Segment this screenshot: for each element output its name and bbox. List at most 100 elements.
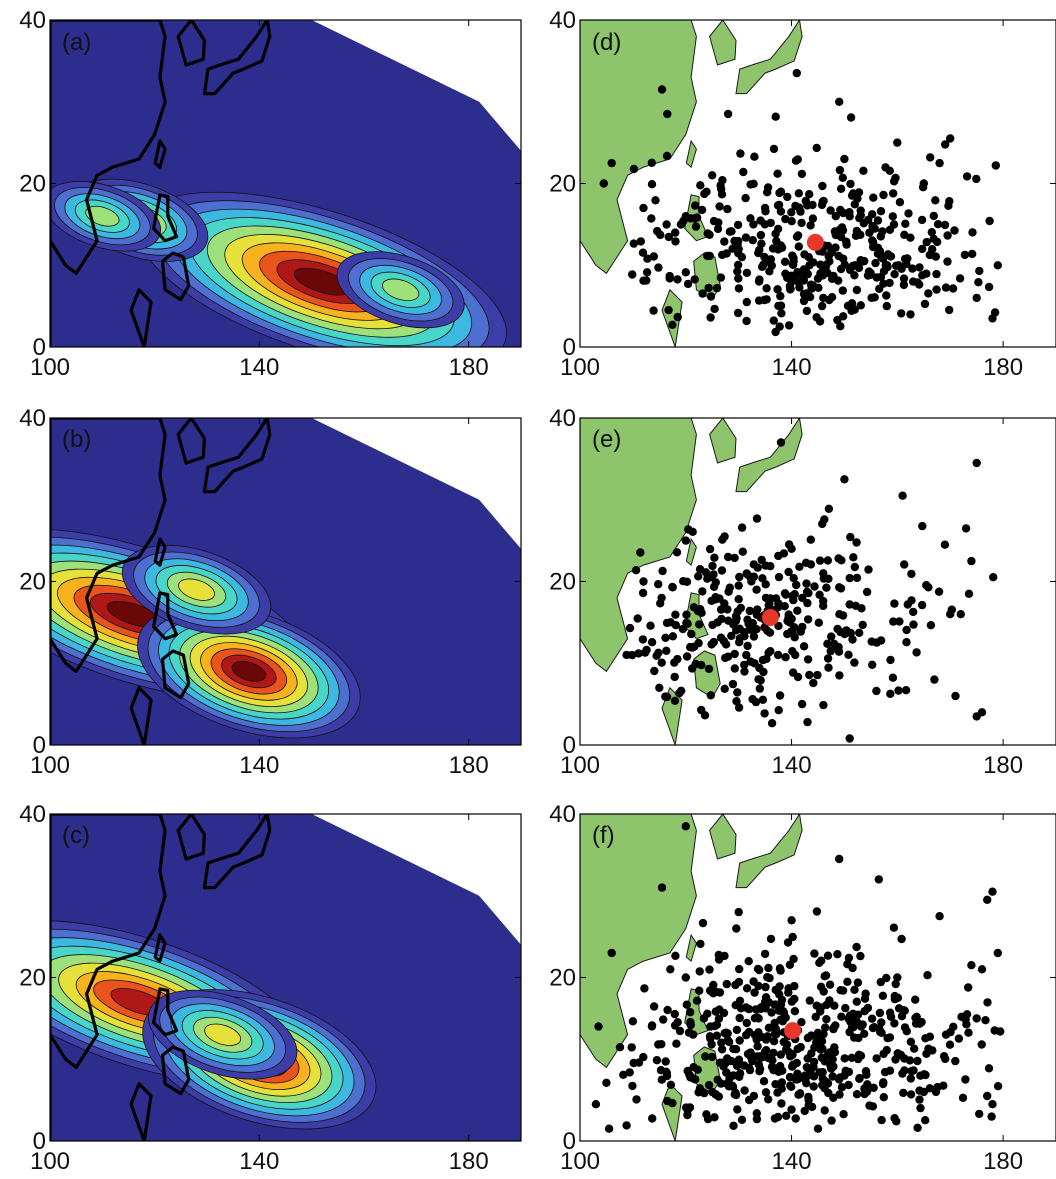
land-polygon (735, 814, 803, 889)
genesis-point (899, 280, 909, 290)
genesis-point (717, 614, 726, 624)
x-tick-label: 100 (30, 354, 70, 381)
y-tick-label: 0 (563, 732, 576, 759)
genesis-point (771, 112, 780, 121)
genesis-point (975, 1109, 984, 1119)
genesis-point (847, 299, 857, 308)
genesis-point (967, 961, 976, 970)
coastline-path (50, 418, 167, 745)
genesis-point (866, 270, 875, 279)
genesis-point (800, 1106, 809, 1116)
genesis-point (820, 1084, 829, 1093)
genesis-point (926, 621, 936, 630)
genesis-point (902, 625, 911, 635)
land-polygon (735, 20, 803, 95)
genesis-point (850, 271, 859, 280)
genesis-point (968, 249, 977, 259)
genesis-point (656, 230, 665, 240)
genesis-point (929, 211, 938, 221)
genesis-point (843, 977, 852, 986)
genesis-point (838, 286, 847, 295)
genesis-point (691, 201, 700, 210)
genesis-point (793, 1075, 803, 1084)
genesis-point (909, 607, 918, 617)
genesis-point (882, 291, 891, 300)
genesis-point (795, 1089, 805, 1098)
genesis-point (661, 633, 670, 642)
genesis-point (885, 278, 894, 288)
genesis-point (761, 207, 770, 216)
genesis-point (662, 646, 671, 655)
genesis-point (760, 220, 770, 229)
genesis-point (668, 582, 677, 592)
genesis-point (704, 283, 713, 293)
genesis-point (732, 924, 741, 933)
genesis-point (985, 216, 994, 226)
genesis-point (940, 220, 950, 230)
genesis-point (712, 283, 722, 293)
land-polygon (709, 418, 737, 464)
genesis-point (647, 180, 657, 189)
genesis-point (720, 684, 729, 693)
land-fill (580, 20, 803, 347)
genesis-point (775, 982, 784, 991)
genesis-point (847, 191, 857, 200)
genesis-point (863, 1080, 872, 1089)
panel-c: 100 140 180 0 20 40 (c) (19, 801, 522, 1175)
genesis-point (742, 1030, 751, 1040)
genesis-point (769, 1048, 778, 1058)
genesis-point (792, 580, 801, 590)
genesis-point (822, 583, 831, 592)
genesis-point (836, 627, 845, 637)
genesis-point (858, 620, 867, 630)
genesis-point (962, 172, 972, 181)
genesis-point (806, 1066, 815, 1076)
genesis-point (977, 965, 987, 974)
genesis-point (787, 271, 796, 280)
genesis-point (902, 638, 911, 647)
genesis-point (850, 1033, 859, 1042)
genesis-point (977, 708, 987, 717)
genesis-point (833, 950, 842, 959)
genesis-point (767, 1062, 777, 1072)
panel-label: (a) (62, 29, 91, 56)
genesis-point (732, 1025, 742, 1035)
genesis-point (731, 1045, 741, 1054)
genesis-point (758, 574, 767, 583)
x-tick-label: 100 (560, 752, 600, 779)
genesis-point (945, 305, 954, 315)
genesis-point (705, 1032, 715, 1041)
genesis-point (894, 1004, 904, 1013)
genesis-point (948, 284, 958, 293)
genesis-point (889, 220, 899, 229)
genesis-point (706, 1022, 715, 1031)
genesis-point (776, 1050, 785, 1059)
genesis-point (711, 578, 720, 587)
genesis-point (945, 1040, 955, 1049)
genesis-point (729, 1121, 738, 1131)
genesis-point (794, 189, 803, 198)
genesis-point (662, 151, 672, 161)
coastline-path (153, 933, 167, 963)
coastline-path (176, 814, 206, 861)
axes-ticks: 100 140 180 0 20 40 (19, 7, 521, 381)
genesis-point (723, 552, 733, 562)
contour-fill (50, 814, 521, 1141)
genesis-point (719, 1008, 729, 1018)
genesis-point (782, 1111, 791, 1121)
genesis-point (852, 997, 861, 1006)
genesis-point (745, 1065, 755, 1075)
genesis-point (710, 553, 719, 562)
genesis-point (835, 671, 844, 680)
genesis-point (762, 1035, 771, 1044)
genesis-point (932, 285, 941, 294)
genesis-point (703, 251, 712, 261)
genesis-point (972, 458, 981, 468)
genesis-point (886, 252, 896, 261)
genesis-point (780, 257, 790, 266)
genesis-point (758, 695, 768, 704)
genesis-point (727, 227, 736, 236)
genesis-point (682, 618, 691, 627)
genesis-point (724, 616, 733, 625)
coastline-path (202, 418, 272, 494)
